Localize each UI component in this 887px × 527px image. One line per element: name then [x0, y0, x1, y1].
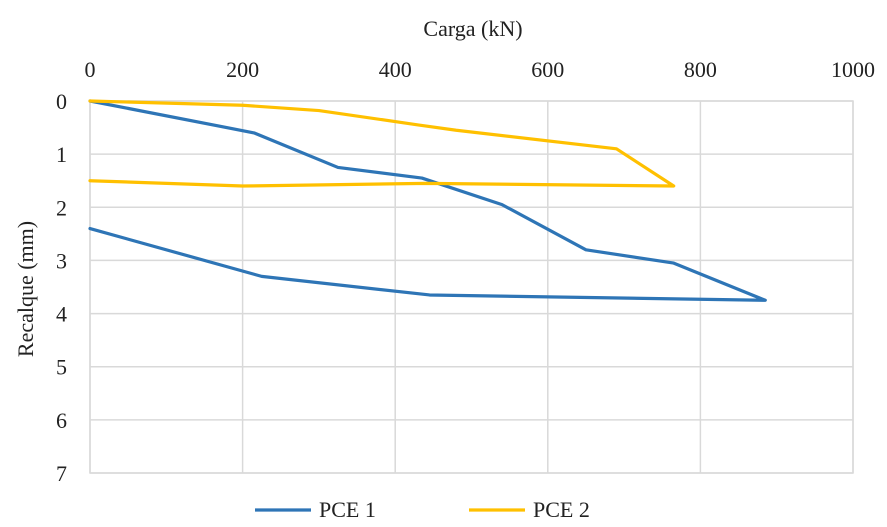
x-tick-label: 400: [379, 57, 412, 82]
legend: PCE 1 PCE 2: [255, 497, 590, 522]
y-tick-labels: 0 1 2 3 4 5 6 7: [56, 89, 67, 486]
x-tick-label: 0: [85, 57, 96, 82]
y-tick-label: 2: [56, 195, 67, 220]
x-tick-label: 600: [531, 57, 564, 82]
x-tick-labels: 0 200 400 600 800 1000: [85, 57, 876, 82]
x-tick-label: 1000: [831, 57, 875, 82]
y-tick-label: 0: [56, 89, 67, 114]
y-tick-label: 1: [56, 142, 67, 167]
y-tick-label: 3: [56, 248, 67, 273]
legend-label-2: PCE 2: [533, 497, 590, 522]
x-tick-label: 800: [684, 57, 717, 82]
y-tick-label: 5: [56, 355, 67, 380]
plot-area-border: [89, 100, 854, 474]
y-tick-label: 4: [56, 302, 67, 327]
grid-lines: [89, 100, 854, 474]
legend-label-1: PCE 1: [319, 497, 376, 522]
series-line-1: [88, 99, 767, 302]
series-lines: [88, 99, 767, 302]
x-axis-title: Carga (kN): [423, 16, 522, 41]
y-axis-title: Recalque (mm): [13, 221, 38, 357]
y-tick-label: 7: [56, 461, 67, 486]
y-tick-label: 6: [56, 408, 67, 433]
series-line-2: [88, 99, 676, 188]
x-tick-label: 200: [226, 57, 259, 82]
